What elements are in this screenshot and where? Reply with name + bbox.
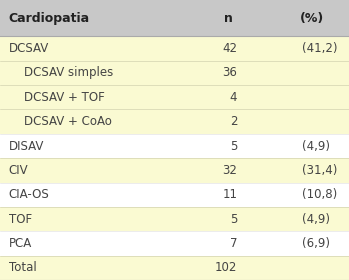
Text: 42: 42: [222, 42, 237, 55]
Text: TOF: TOF: [9, 213, 32, 226]
Text: 11: 11: [222, 188, 237, 201]
Text: 36: 36: [222, 66, 237, 80]
Bar: [0, 85, 349, 109]
Text: (41,2): (41,2): [302, 42, 337, 55]
Text: (4,9): (4,9): [302, 139, 330, 153]
Text: DCSAV + TOF: DCSAV + TOF: [24, 91, 105, 104]
Text: CIA-OS: CIA-OS: [9, 188, 50, 201]
Text: 2: 2: [230, 115, 237, 128]
Text: Total: Total: [9, 261, 37, 274]
Text: (10,8): (10,8): [302, 188, 337, 201]
Text: DCSAV simples: DCSAV simples: [24, 66, 114, 80]
Text: (4,9): (4,9): [302, 213, 330, 226]
Text: (%): (%): [300, 12, 325, 25]
Bar: [0, 61, 349, 85]
Text: DISAV: DISAV: [9, 139, 44, 153]
Bar: [0, 158, 349, 183]
Text: n: n: [224, 12, 233, 25]
Text: DCSAV: DCSAV: [9, 42, 49, 55]
Text: PCA: PCA: [9, 237, 32, 250]
Text: 7: 7: [230, 237, 237, 250]
Bar: [0, 0, 349, 36]
Text: DCSAV + CoAo: DCSAV + CoAo: [24, 115, 112, 128]
Text: 4: 4: [230, 91, 237, 104]
Text: CIV: CIV: [9, 164, 28, 177]
Text: Cardiopatia: Cardiopatia: [9, 12, 90, 25]
Bar: [0, 256, 349, 280]
Text: 32: 32: [222, 164, 237, 177]
Bar: [0, 109, 349, 134]
Text: 102: 102: [215, 261, 237, 274]
Text: (31,4): (31,4): [302, 164, 337, 177]
Bar: [0, 183, 349, 207]
Text: 5: 5: [230, 139, 237, 153]
Text: (6,9): (6,9): [302, 237, 330, 250]
Bar: [0, 231, 349, 256]
Bar: [0, 134, 349, 158]
Text: 5: 5: [230, 213, 237, 226]
Bar: [0, 36, 349, 61]
Bar: [0, 207, 349, 231]
